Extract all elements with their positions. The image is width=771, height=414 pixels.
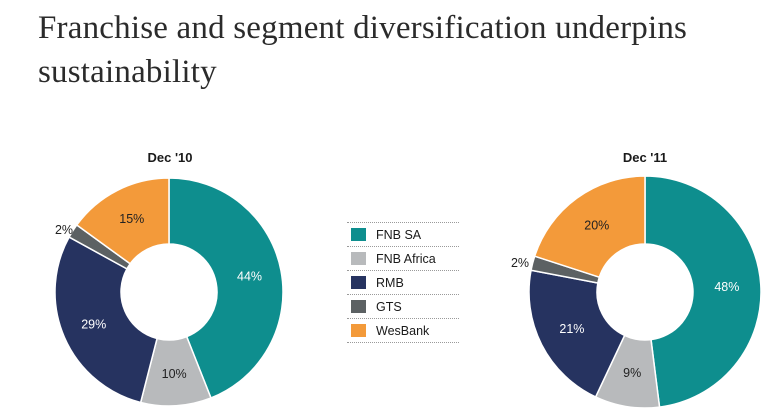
legend-swatch xyxy=(351,252,366,265)
legend-label: WesBank xyxy=(376,323,430,338)
slice-label: 2% xyxy=(55,223,73,237)
slice-label: 9% xyxy=(623,366,641,380)
slice-label: 44% xyxy=(237,270,262,284)
legend-swatch xyxy=(351,324,366,337)
legend-item-fnb-sa: FNB SA xyxy=(347,222,459,246)
legend-swatch xyxy=(351,228,366,241)
slice-label: 2% xyxy=(511,256,529,270)
slice-label: 10% xyxy=(162,367,187,381)
page-title: Franchise and segment diversification un… xyxy=(38,10,688,90)
legend-label: RMB xyxy=(376,275,404,290)
legend-swatch xyxy=(351,300,366,313)
slice-wesbank xyxy=(75,177,170,265)
slice-label: 15% xyxy=(119,212,144,226)
slice-fnb-sa xyxy=(168,177,284,399)
slice-label: 48% xyxy=(714,280,739,294)
slice-rmb xyxy=(528,269,626,398)
slice-label: 29% xyxy=(81,318,106,332)
legend-item-fnb-africa: FNB Africa xyxy=(347,246,459,270)
slice-label: 20% xyxy=(584,219,609,233)
slice-rmb xyxy=(54,236,158,404)
legend-item-wesbank: WesBank xyxy=(347,318,459,343)
slice-fnb-sa xyxy=(644,175,762,408)
chart-title-dec-10: Dec '10 xyxy=(147,150,193,165)
legend-item-rmb: RMB xyxy=(347,270,459,294)
slice-label: 21% xyxy=(559,322,584,336)
legend-item-gts: GTS xyxy=(347,294,459,318)
legend-label: FNB Africa xyxy=(376,251,436,266)
legend-swatch xyxy=(351,276,366,289)
legend-label: GTS xyxy=(376,299,402,314)
chart-title-dec-11: Dec '11 xyxy=(622,150,668,165)
legend-label: FNB SA xyxy=(376,227,422,242)
slice-wesbank xyxy=(533,175,646,279)
legend: FNB SA FNB Africa RMB GTS WesBank xyxy=(347,222,459,343)
